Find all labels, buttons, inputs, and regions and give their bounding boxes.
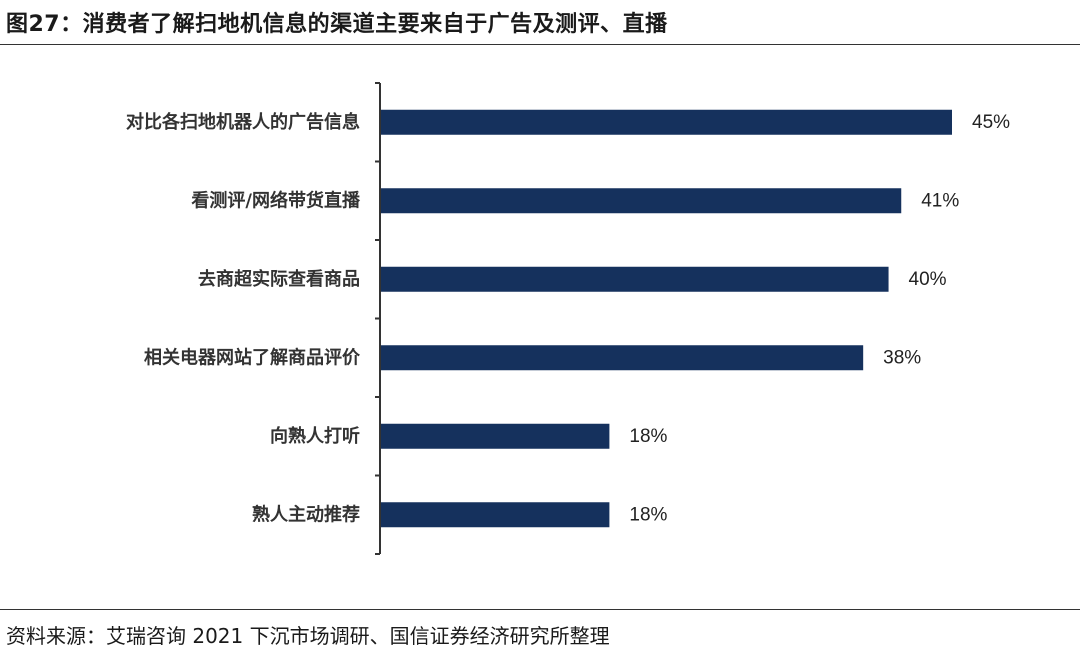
value-labels: 45% 41% 40% 38% 18% 18% bbox=[629, 112, 1010, 526]
title-divider bbox=[0, 44, 1080, 45]
value-label: 41% bbox=[921, 190, 959, 211]
source-divider bbox=[0, 609, 1080, 610]
category-labels: 对比各扫地机器人的广告信息看测评/网络带货直播去商超实际查看商品相关电器网站了解… bbox=[126, 111, 361, 526]
chart-title: 图27：消费者了解扫地机信息的渠道主要来自于广告及测评、直播 bbox=[6, 12, 668, 37]
category-label: 看测评/网络带货直播 bbox=[190, 189, 361, 211]
bar-series bbox=[381, 109, 952, 528]
source-note: 资料来源：艾瑞咨询 2021 下沉市场调研、国信证券经济研究所整理 bbox=[6, 624, 610, 648]
bar bbox=[381, 109, 952, 135]
value-label: 40% bbox=[909, 269, 947, 290]
bar bbox=[381, 423, 610, 449]
bar bbox=[381, 502, 610, 528]
value-label: 18% bbox=[629, 426, 667, 447]
category-label: 熟人主动推荐 bbox=[252, 503, 360, 525]
value-label: 38% bbox=[883, 347, 921, 368]
category-label: 去商超实际查看商品 bbox=[198, 268, 360, 290]
value-label: 45% bbox=[972, 112, 1010, 133]
category-label: 对比各扫地机器人的广告信息 bbox=[126, 111, 360, 133]
bar bbox=[381, 188, 902, 214]
category-label: 向熟人打听 bbox=[270, 425, 360, 447]
category-axis bbox=[375, 82, 381, 555]
value-label: 18% bbox=[629, 504, 667, 525]
category-label: 相关电器网站了解商品评价 bbox=[144, 346, 361, 368]
bar bbox=[381, 345, 864, 371]
bar bbox=[381, 266, 889, 292]
bar-chart: 对比各扫地机器人的广告信息看测评/网络带货直播去商超实际查看商品相关电器网站了解… bbox=[126, 82, 1010, 555]
